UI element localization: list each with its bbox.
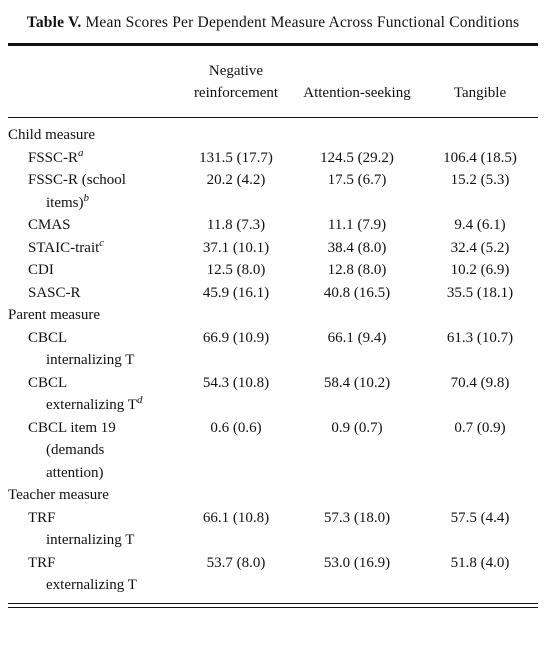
section-row: Parent measure [8, 304, 538, 327]
footnote-mark: d [136, 394, 143, 406]
cell: 9.4 (6.1) [454, 217, 506, 233]
cell: 58.4 (10.2) [323, 374, 391, 391]
label-line: TRF [28, 509, 56, 526]
section-label: Teacher measure [8, 487, 109, 503]
data-row: TRF internalizing T 66.1 (10.8) 57.3 (18.0)… [8, 507, 538, 552]
header-row: Negative reinforcement Attention-seeking Ta… [8, 44, 538, 118]
section-label: Child measure [8, 127, 96, 143]
header-line: Negative [208, 63, 264, 79]
data-row: SASC-R 45.9 (16.1) 40.8 (16.5) 35.5 (18.1) [8, 282, 538, 305]
footnote-mark: b [83, 191, 90, 204]
data-row: CBCL item 19 (demands attention) 0.6 (0.6) 0… [8, 417, 538, 485]
data-row: STAIC-traitc 37.1 (10.1) 38.4 (8.0) 32.4 (5… [8, 237, 538, 260]
label-line: CMAS [28, 217, 71, 233]
data-row: CMAS 11.8 (7.3) 11.1 (7.9) 9.4 (6.1) [8, 214, 538, 237]
cell: 45.9 (16.1) [202, 284, 270, 301]
cell: 57.3 (18.0) [323, 509, 391, 526]
cell: 37.1 (10.1) [202, 239, 270, 256]
cell: 53.7 (8.0) [206, 554, 266, 571]
cell: 32.4 (5.2) [450, 239, 510, 256]
cell: 66.1 (10.8) [202, 509, 270, 526]
cell: 38.4 (8.0) [327, 239, 387, 256]
table-body: Child measure FSSC-Ra 131.5 (17.7) 124.5 (2… [8, 118, 538, 597]
row-label: FSSC-Ra [8, 147, 180, 170]
table-title: Table V. Mean Scores Per Dependent Measur… [8, 12, 538, 34]
header-cell [8, 44, 180, 118]
cell: 15.2 (5.3) [450, 172, 510, 188]
section-label: Parent measure [8, 307, 101, 323]
label-line: STAIC-traitc [28, 236, 105, 256]
label-line: CBCL [28, 374, 68, 391]
column-header: Attention-seeking [292, 44, 422, 118]
label-line: FSSC-Ra [28, 146, 84, 166]
label-line: SASC-R [28, 284, 81, 301]
column-header: Negative reinforcement [180, 44, 292, 118]
cell: 12.5 (8.0) [206, 262, 266, 278]
cell: 10.2 (6.9) [450, 262, 510, 278]
row-label: CBCL externalizing Td [8, 372, 180, 417]
cell: 0.7 (0.9) [454, 419, 506, 436]
row-label: CBCL internalizing T [8, 327, 180, 372]
data-row: TRF externalizing T 53.7 (8.0) 53.0 (16.9) 5… [8, 552, 538, 597]
cell: 70.4 (9.8) [450, 374, 510, 391]
header-line: Tangible [453, 85, 507, 101]
row-label: CMAS [8, 214, 180, 237]
cell: 54.3 (10.8) [202, 374, 270, 391]
title-text: Mean Scores Per Dependent Measure Across… [85, 14, 520, 31]
label-line: CDI [28, 262, 54, 278]
column-header: Tangible [422, 44, 538, 118]
cell: 106.4 (18.5) [443, 149, 517, 166]
footnote-mark: c [99, 236, 105, 249]
cell: 124.5 (29.2) [320, 149, 394, 166]
label-line: items)b [46, 191, 90, 211]
cell: 11.8 (7.3) [206, 217, 266, 233]
table: Negative reinforcement Attention-seeking Ta… [8, 43, 538, 597]
header-line: Attention-seeking [303, 85, 411, 101]
label-line: (demands [46, 442, 105, 458]
section-row: Child measure [8, 118, 538, 147]
cell: 61.3 (10.7) [446, 329, 514, 346]
header-line: reinforcement [193, 85, 279, 101]
row-label: CDI [8, 259, 180, 282]
data-row: FSSC-Ra 131.5 (17.7) 124.5 (29.2) 106.4 (18… [8, 147, 538, 170]
cell: 66.1 (9.4) [327, 329, 387, 346]
cell: 17.5 (6.7) [327, 172, 387, 188]
label-line: CBCL [28, 329, 68, 346]
cell: 20.2 (4.2) [206, 172, 266, 188]
data-row: FSSC-R (school items)b 20.2 (4.2) 17.5 (6.7… [8, 169, 538, 214]
page: Table V. Mean Scores Per Dependent Measur… [8, 0, 538, 608]
row-label: STAIC-traitc [8, 237, 180, 260]
row-label: CBCL item 19 (demands attention) [8, 417, 180, 485]
label-line: internalizing T [46, 532, 135, 548]
cell: 0.6 (0.6) [210, 419, 262, 436]
label-line: externalizing Td [46, 394, 143, 414]
cell: 51.8 (4.0) [450, 554, 510, 571]
cell: 0.9 (0.7) [331, 419, 383, 436]
label-line: internalizing T [46, 352, 135, 368]
cell: 66.9 (10.9) [202, 329, 270, 346]
row-label: FSSC-R (school items)b [8, 169, 180, 214]
cell: 35.5 (18.1) [446, 284, 514, 301]
label-line: FSSC-R (school [28, 172, 126, 188]
cell: 57.5 (4.4) [450, 509, 510, 526]
label-line: TRF [28, 554, 56, 571]
footnote-mark: a [78, 146, 84, 159]
cell: 12.8 (8.0) [327, 262, 387, 278]
row-label: TRF internalizing T [8, 507, 180, 552]
label-line: attention) [46, 464, 104, 481]
row-label: SASC-R [8, 282, 180, 305]
table-number: Table V. [26, 14, 82, 31]
label-line: externalizing T [46, 577, 137, 593]
data-row: CBCL internalizing T 66.9 (10.9) 66.1 (9.4)… [8, 327, 538, 372]
section-row: Teacher measure [8, 484, 538, 507]
data-row: CBCL externalizing Td 54.3 (10.8) 58.4 (10.… [8, 372, 538, 417]
label-line: CBCL item 19 [28, 419, 116, 436]
cell: 131.5 (17.7) [199, 149, 273, 166]
bottom-rule [8, 602, 538, 608]
cell: 40.8 (16.5) [323, 284, 391, 301]
cell: 53.0 (16.9) [323, 554, 391, 571]
data-row: CDI 12.5 (8.0) 12.8 (8.0) 10.2 (6.9) [8, 259, 538, 282]
cell: 11.1 (7.9) [327, 217, 387, 233]
row-label: TRF externalizing T [8, 552, 180, 597]
